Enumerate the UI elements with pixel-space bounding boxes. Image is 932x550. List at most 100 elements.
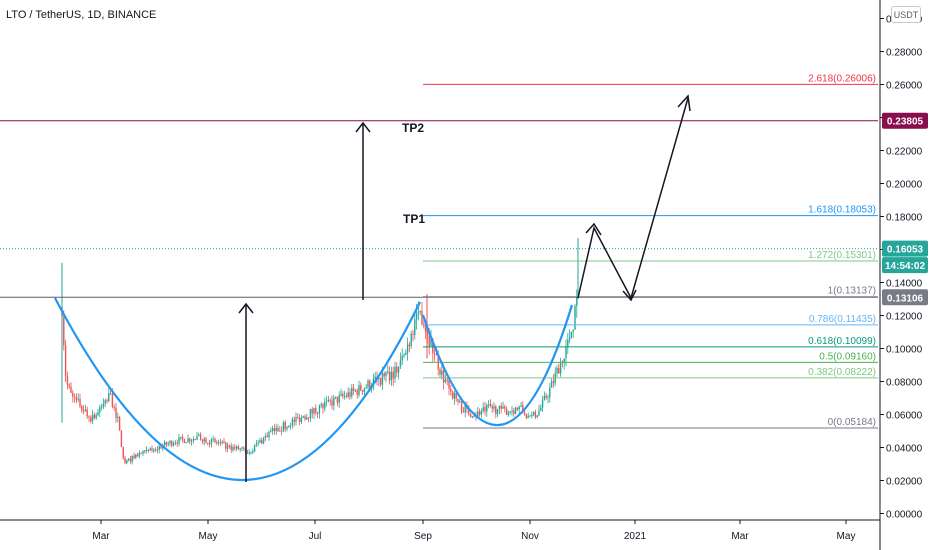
candle bbox=[203, 438, 205, 442]
candle bbox=[82, 410, 85, 412]
candle bbox=[237, 446, 240, 450]
candle bbox=[280, 430, 283, 432]
candle bbox=[532, 411, 535, 415]
candle bbox=[502, 406, 504, 409]
fib-level-label: 0(0.05184) bbox=[828, 417, 876, 428]
candle bbox=[351, 387, 353, 397]
y-tick-label: 0.18000 bbox=[886, 213, 923, 224]
candle bbox=[338, 395, 340, 403]
candle bbox=[558, 367, 560, 374]
candle bbox=[235, 446, 238, 449]
x-tick-label: Sep bbox=[414, 531, 432, 542]
candle bbox=[127, 458, 130, 460]
candle bbox=[455, 392, 457, 399]
candle bbox=[230, 445, 232, 451]
candle bbox=[207, 442, 209, 444]
y-tick-label: 0.04000 bbox=[886, 444, 923, 455]
candle bbox=[243, 447, 245, 449]
candle bbox=[469, 413, 472, 418]
candle bbox=[331, 400, 333, 406]
candle bbox=[520, 405, 522, 407]
candle bbox=[549, 387, 551, 398]
candle bbox=[491, 406, 493, 409]
price-badge-label: 0.13106 bbox=[887, 293, 924, 304]
candle bbox=[484, 407, 486, 412]
candle bbox=[570, 331, 573, 338]
price-badge-label: 0.23805 bbox=[887, 117, 924, 128]
candle bbox=[505, 408, 508, 415]
candle bbox=[450, 388, 452, 392]
candle bbox=[298, 418, 301, 422]
candle bbox=[216, 442, 218, 444]
candle bbox=[136, 454, 139, 457]
candle bbox=[167, 443, 169, 445]
price-badge bbox=[882, 257, 928, 274]
candle bbox=[126, 460, 128, 464]
candle bbox=[131, 455, 133, 462]
candle bbox=[397, 366, 400, 373]
candle bbox=[379, 378, 382, 385]
candle bbox=[550, 381, 553, 388]
candle bbox=[538, 410, 540, 416]
candle bbox=[226, 445, 229, 449]
candle bbox=[261, 440, 263, 444]
candle bbox=[291, 419, 294, 426]
candle bbox=[547, 397, 549, 399]
candle bbox=[275, 427, 277, 432]
fib-level-label: 0.5(0.09160) bbox=[819, 351, 876, 362]
x-tick-label: Jul bbox=[309, 531, 322, 542]
candle bbox=[354, 390, 357, 392]
candle bbox=[270, 431, 272, 433]
candle bbox=[307, 417, 310, 419]
candle bbox=[367, 380, 369, 388]
candle bbox=[113, 407, 115, 409]
candle bbox=[189, 438, 191, 442]
candle bbox=[423, 324, 425, 327]
candle bbox=[493, 406, 495, 409]
candle bbox=[541, 399, 544, 408]
candle bbox=[471, 416, 474, 418]
candle bbox=[518, 406, 520, 410]
candle bbox=[358, 385, 360, 395]
candle bbox=[205, 438, 207, 443]
candle bbox=[156, 449, 159, 451]
candle bbox=[460, 401, 463, 412]
candle bbox=[480, 410, 483, 415]
candle bbox=[93, 414, 96, 418]
candle bbox=[255, 443, 258, 445]
candle bbox=[120, 430, 123, 447]
candle bbox=[271, 428, 274, 432]
candle bbox=[525, 413, 528, 419]
x-tick-label: Mar bbox=[731, 531, 749, 542]
candle bbox=[421, 310, 423, 325]
candle bbox=[349, 392, 351, 397]
fib-level-label: 1(0.13137) bbox=[828, 286, 876, 297]
candle bbox=[180, 436, 182, 438]
candle bbox=[234, 447, 236, 449]
y-tick-label: 0.22000 bbox=[886, 147, 923, 158]
candle bbox=[217, 442, 220, 444]
candle bbox=[356, 390, 358, 395]
candle bbox=[163, 442, 166, 446]
candle bbox=[390, 371, 393, 381]
candle bbox=[187, 438, 189, 443]
candle bbox=[95, 415, 97, 419]
candle bbox=[279, 430, 281, 432]
candle bbox=[383, 373, 385, 377]
candle bbox=[565, 346, 567, 359]
candle bbox=[232, 447, 234, 451]
candle bbox=[516, 407, 519, 410]
candle bbox=[334, 396, 337, 398]
candle bbox=[100, 406, 103, 408]
candle bbox=[252, 451, 254, 453]
candle bbox=[223, 441, 225, 443]
candle bbox=[392, 371, 394, 379]
candle bbox=[531, 414, 533, 416]
candle bbox=[300, 417, 303, 422]
tp1-label: TP1 bbox=[403, 212, 425, 226]
candle bbox=[504, 406, 506, 409]
candle bbox=[522, 405, 524, 412]
candle bbox=[259, 440, 261, 443]
currency-button[interactable]: USDT bbox=[891, 6, 921, 23]
